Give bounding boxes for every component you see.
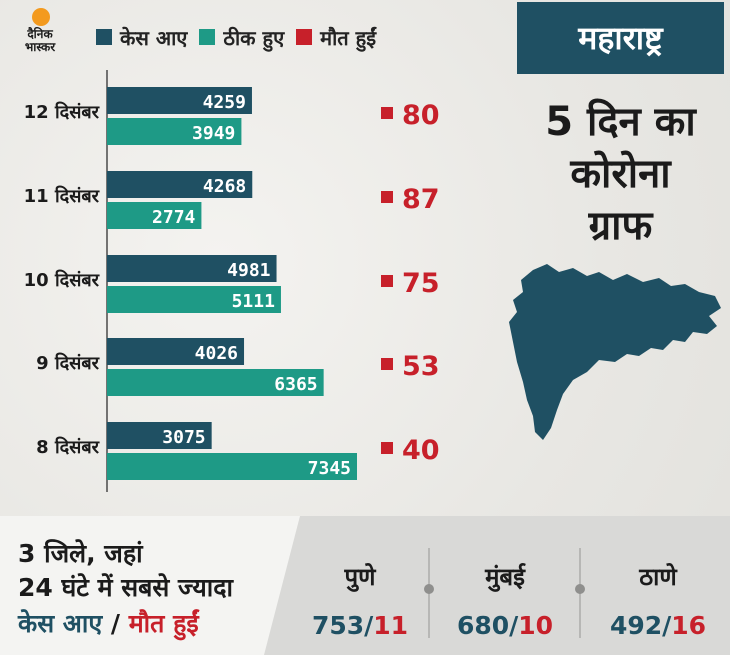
city-values: 492/16 [609, 611, 707, 640]
city-cases: 753 [311, 611, 365, 640]
city-thane: ठाणे 492/16 [588, 560, 728, 640]
category-label: 10 दिसंबर [24, 269, 100, 291]
category-label: 8 दिसंबर [36, 436, 99, 458]
caption-line-3: केस आए / मौत हुईं [18, 606, 199, 640]
bar-chart: 12 दिसंबर 4259 3949 80 11 दिसंबर 4268 2774 87 10… [24, 70, 440, 492]
death-marker [381, 442, 393, 454]
bar-cases [107, 255, 277, 282]
caption-cases-label: केस आए [18, 609, 103, 638]
death-marker [381, 275, 393, 287]
caption-deaths-label: मौत हुईं [128, 609, 199, 638]
legend-label-cases: केस आए [120, 25, 188, 50]
city-values: 753/11 [311, 611, 409, 640]
legend-swatch-cases [96, 29, 112, 45]
category-label: 12 दिसंबर [24, 101, 100, 123]
caption-line-2: 24 घंटे में सबसे ज्यादा [18, 573, 234, 602]
city-deaths: 10 [518, 611, 554, 640]
data-label-cases: 4026 [195, 343, 238, 364]
brand-logo: दैनिक भास्कर [12, 6, 68, 64]
category-label: 11 दिसंबर [24, 185, 100, 207]
maharashtra-map-icon [509, 264, 721, 440]
category-label: 9 दिसंबर [36, 352, 99, 374]
city-deaths: 16 [671, 611, 707, 640]
city-cases: 680 [456, 611, 510, 640]
city-cases: 492 [609, 611, 663, 640]
city-divider [424, 548, 434, 638]
legend-label-recovered: ठीक हुए [223, 25, 285, 50]
graph-title-line-2: कोरोना [570, 151, 671, 197]
city-name: ठाणे [639, 563, 677, 591]
data-label-recovered: 7345 [308, 458, 351, 479]
data-label-recovered: 3949 [192, 123, 235, 144]
bar-cases [107, 87, 252, 114]
graph-title-line-3: ग्राफ [588, 203, 653, 249]
legend-item-recovered: ठीक हुए [199, 24, 284, 51]
graph-title-line-1: 5 दिन का [545, 99, 696, 145]
sun-icon [32, 8, 50, 26]
data-label-cases: 4259 [203, 92, 246, 113]
data-label-deaths: 75 [402, 268, 440, 299]
state-banner: महाराष्ट्र [517, 2, 724, 74]
data-label-cases: 4981 [227, 260, 270, 281]
city-pune: पुणे 753/11 [290, 560, 430, 640]
caption-line-1: 3 जिले, जहां [18, 539, 143, 568]
data-label-deaths: 53 [402, 351, 440, 382]
state-name: महाराष्ट्र [578, 19, 663, 57]
city-name: मुंबई [485, 563, 525, 591]
death-marker [381, 358, 393, 370]
city-deaths: 11 [373, 611, 409, 640]
legend-item-cases: केस आए [96, 24, 187, 51]
bar-recovered [107, 453, 357, 480]
caption-separator: / [102, 609, 129, 638]
legend-swatch-deaths [296, 29, 313, 45]
bar-recovered [107, 369, 324, 396]
bottom-caption-panel [0, 516, 300, 655]
bar-recovered [107, 286, 281, 313]
legend-swatch-recovered [199, 29, 216, 45]
bar-cases [107, 422, 212, 449]
data-label-recovered: 6365 [274, 374, 317, 395]
data-label-cases: 4268 [203, 176, 246, 197]
city-divider [575, 548, 585, 638]
data-label-deaths: 80 [402, 100, 440, 131]
data-label-cases: 3075 [162, 427, 205, 448]
data-label-deaths: 87 [402, 184, 440, 215]
legend: केस आए ठीक हुए मौत हुईं [96, 22, 376, 52]
logo-text: दैनिक भास्कर [24, 27, 56, 54]
data-label-deaths: 40 [402, 435, 440, 466]
city-values: 680/10 [456, 611, 554, 640]
bar-recovered [107, 118, 242, 145]
legend-item-deaths: मौत हुईं [296, 24, 376, 51]
city-name: पुणे [344, 563, 376, 591]
city-mumbai: मुंबई 680/10 [435, 560, 575, 640]
legend-label-deaths: मौत हुईं [320, 25, 377, 50]
bar-cases [107, 171, 253, 198]
bar-cases [107, 338, 245, 365]
death-marker [381, 107, 393, 119]
bar-recovered [107, 202, 202, 229]
graph-title: 5 दिन का कोरोना ग्राफ [517, 96, 724, 252]
data-label-recovered: 5111 [232, 291, 275, 312]
death-marker [381, 191, 393, 203]
data-label-recovered: 2774 [152, 207, 196, 228]
